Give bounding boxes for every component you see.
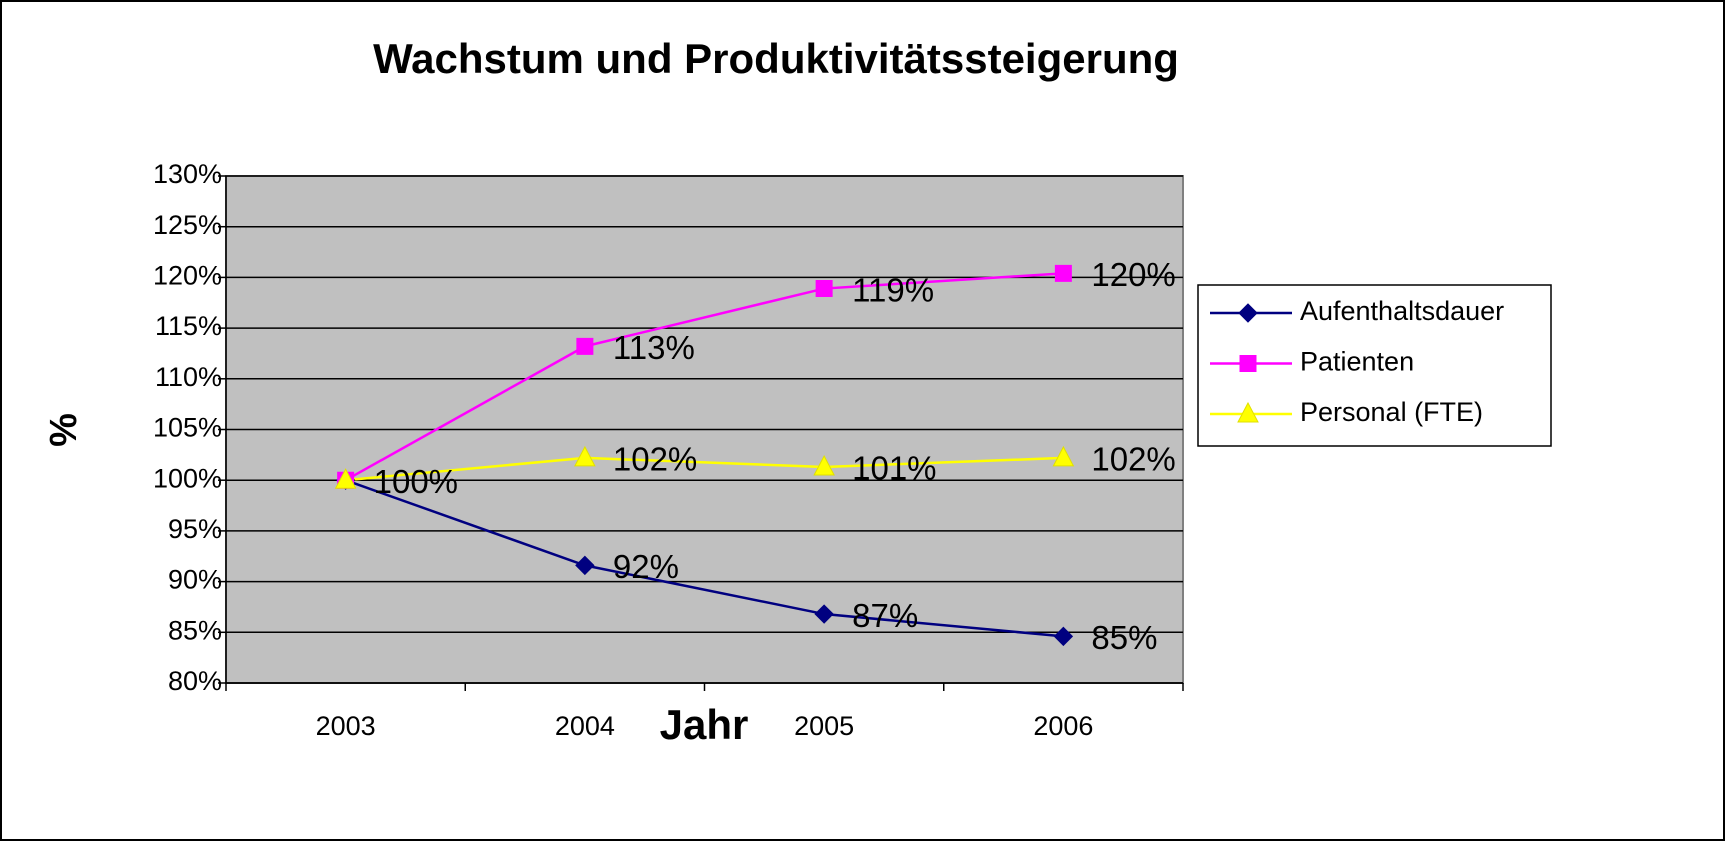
data-point: [1053, 626, 1074, 647]
y-tick-label: 90%: [168, 565, 222, 595]
x-axis-title: Jahr: [660, 701, 749, 748]
data-point: [574, 445, 596, 467]
data-label: 85%: [1091, 619, 1157, 656]
data-point: [814, 604, 834, 624]
data-label: 102%: [613, 441, 697, 478]
x-tick-label: 2005: [794, 711, 854, 741]
data-label: 102%: [1091, 441, 1175, 478]
series-line: [345, 479, 1064, 638]
y-tick-label: 100%: [153, 463, 222, 493]
series-line: [345, 456, 1064, 482]
data-label: 120%: [1091, 256, 1175, 293]
legend-marker: [1239, 355, 1257, 372]
data-point: [813, 454, 835, 476]
x-tick-label: 2004: [555, 711, 615, 741]
y-tick-label: 125%: [153, 210, 222, 240]
data-label: 87%: [852, 597, 918, 634]
y-tick-label: 110%: [155, 362, 222, 392]
data-label: 101%: [852, 450, 936, 487]
legend-label: Aufenthaltsdauer: [1300, 296, 1504, 326]
data-point: [575, 555, 595, 576]
legend-label: Patienten: [1300, 347, 1414, 377]
y-tick-label: 120%: [153, 261, 222, 291]
data-point: [576, 337, 594, 355]
data-point: [334, 468, 357, 489]
data-label: 119%: [852, 271, 934, 308]
legend-marker: [1238, 303, 1258, 323]
chart-title: Wachstum und Produktivitätssteigerung: [373, 35, 1179, 82]
series-line: [345, 272, 1064, 482]
y-tick-label: 85%: [168, 615, 222, 645]
legend-label: Personal (FTE): [1300, 397, 1483, 427]
data-point: [1054, 264, 1072, 282]
data-label: 100%: [374, 463, 458, 500]
x-tick-label: 2006: [1033, 711, 1093, 741]
data-label: 92%: [613, 548, 679, 585]
data-label: 113%: [613, 329, 695, 366]
data-point: [815, 280, 833, 298]
y-axis-title: %: [43, 413, 85, 447]
data-point: [1052, 445, 1075, 467]
legend-marker: [1237, 401, 1259, 423]
y-tick-label: 115%: [155, 311, 222, 341]
x-tick-label: 2003: [316, 711, 376, 741]
y-tick-label: 95%: [168, 514, 222, 544]
y-tick-label: 80%: [168, 666, 222, 696]
y-tick-label: 105%: [153, 413, 222, 443]
y-tick-label: 130%: [153, 159, 222, 189]
